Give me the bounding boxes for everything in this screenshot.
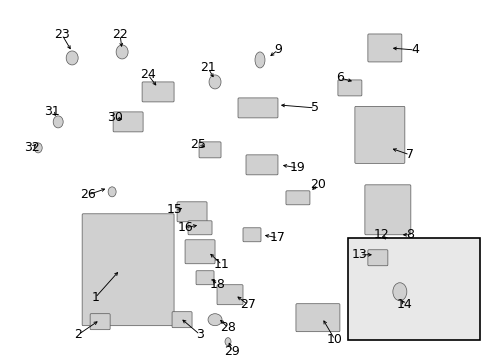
Text: 29: 29: [224, 345, 240, 358]
Text: 18: 18: [210, 278, 225, 291]
Text: 31: 31: [44, 105, 60, 118]
Text: 22: 22: [112, 28, 128, 41]
Ellipse shape: [116, 45, 128, 59]
Text: 2: 2: [74, 328, 82, 341]
Text: 15: 15: [167, 203, 183, 216]
FancyBboxPatch shape: [90, 314, 110, 330]
Text: 17: 17: [269, 231, 285, 244]
Text: 5: 5: [310, 102, 318, 114]
Text: 10: 10: [326, 333, 342, 346]
FancyBboxPatch shape: [285, 191, 309, 205]
Text: 30: 30: [107, 111, 123, 125]
FancyBboxPatch shape: [196, 271, 214, 285]
Text: 23: 23: [54, 28, 70, 41]
Text: 7: 7: [405, 148, 413, 161]
Text: 9: 9: [273, 44, 281, 57]
Text: 24: 24: [140, 68, 156, 81]
Text: 4: 4: [410, 44, 418, 57]
Text: 25: 25: [190, 138, 205, 151]
Ellipse shape: [224, 338, 230, 346]
FancyBboxPatch shape: [337, 80, 361, 96]
FancyBboxPatch shape: [82, 214, 174, 326]
FancyBboxPatch shape: [243, 228, 261, 242]
FancyBboxPatch shape: [113, 112, 143, 132]
Ellipse shape: [208, 75, 221, 89]
Ellipse shape: [254, 52, 264, 68]
Text: 19: 19: [289, 161, 305, 174]
Ellipse shape: [53, 116, 63, 128]
FancyBboxPatch shape: [177, 202, 206, 222]
Text: 32: 32: [24, 141, 40, 154]
Text: 12: 12: [373, 228, 389, 241]
Text: 8: 8: [405, 228, 413, 241]
Text: 14: 14: [396, 298, 412, 311]
Text: 20: 20: [309, 178, 325, 191]
FancyBboxPatch shape: [142, 82, 174, 102]
FancyBboxPatch shape: [199, 142, 221, 158]
FancyBboxPatch shape: [184, 240, 215, 264]
Ellipse shape: [66, 51, 78, 65]
Bar: [347, 238, 479, 340]
Text: 16: 16: [177, 221, 193, 234]
FancyBboxPatch shape: [217, 285, 243, 305]
FancyBboxPatch shape: [245, 155, 277, 175]
Ellipse shape: [392, 283, 406, 301]
Text: 11: 11: [214, 258, 229, 271]
FancyBboxPatch shape: [188, 221, 212, 235]
FancyBboxPatch shape: [364, 185, 410, 235]
Text: 6: 6: [335, 71, 343, 85]
Text: 13: 13: [351, 248, 367, 261]
Text: 3: 3: [196, 328, 203, 341]
Text: 1: 1: [91, 291, 99, 304]
FancyBboxPatch shape: [295, 304, 339, 332]
FancyBboxPatch shape: [367, 34, 401, 62]
Ellipse shape: [34, 143, 42, 153]
Text: 26: 26: [80, 188, 96, 201]
Text: 21: 21: [200, 62, 216, 75]
FancyBboxPatch shape: [367, 250, 387, 266]
FancyBboxPatch shape: [238, 98, 277, 118]
Text: 27: 27: [240, 298, 255, 311]
Ellipse shape: [207, 314, 222, 326]
FancyBboxPatch shape: [354, 107, 404, 163]
FancyBboxPatch shape: [172, 312, 192, 328]
Text: 28: 28: [220, 321, 236, 334]
Ellipse shape: [108, 187, 116, 197]
